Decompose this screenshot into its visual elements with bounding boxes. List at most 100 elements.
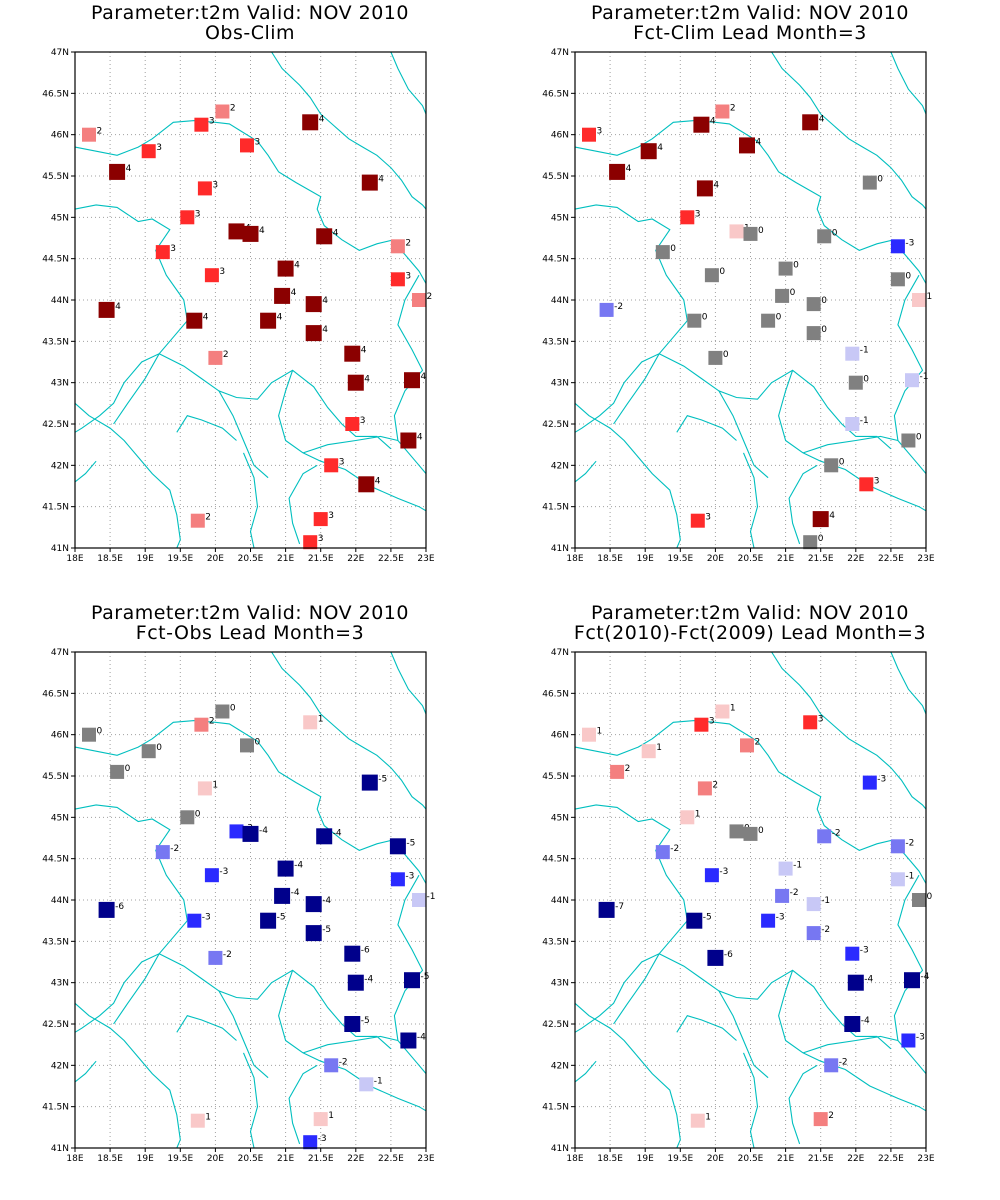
station-marker: [303, 535, 318, 550]
station-value-label: -4: [322, 896, 331, 906]
station-value-label: 3: [874, 476, 880, 486]
panel-subtitle: Obs-Clim: [204, 22, 296, 44]
y-tick-label: 46N: [551, 731, 569, 741]
station-marker: [390, 872, 405, 887]
station-value-label: -5: [703, 913, 712, 923]
y-tick-label: 45.5N: [542, 772, 569, 782]
station-value-label: 3: [339, 457, 345, 467]
station-marker: [847, 974, 864, 991]
station-value-label: 2: [405, 238, 411, 248]
station-marker: [655, 845, 670, 860]
station-value-label: 0: [670, 244, 676, 254]
station-marker: [715, 704, 730, 719]
station-marker: [194, 117, 209, 132]
station-markers: 1213123-32100-2-2-3-1-2-10-2-1-7-5-3-2-3…: [582, 704, 933, 1128]
station-value-label: 4: [294, 261, 300, 271]
station-marker: [803, 715, 818, 730]
station-value-label: -5: [322, 925, 331, 935]
x-tick-label: 18.5E: [597, 1154, 623, 1164]
station-marker: [640, 143, 657, 160]
station-marker: [901, 433, 916, 448]
station-value-label: 3: [705, 513, 711, 523]
x-tick-label: 21.5E: [308, 1154, 334, 1164]
station-marker: [180, 810, 195, 825]
x-tick-label: 18.5E: [97, 1154, 123, 1164]
y-tick-label: 44.5N: [542, 855, 569, 865]
station-value-label: -2: [832, 828, 841, 838]
station-marker: [274, 887, 291, 904]
station-marker: [400, 1032, 417, 1049]
station-marker: [680, 810, 695, 825]
station-value-label: -5: [421, 972, 430, 982]
station-value-label: 2: [712, 780, 718, 790]
station-value-label: 2: [205, 513, 211, 523]
x-tick-label: 23E: [917, 554, 934, 564]
y-tick-label: 42N: [51, 461, 69, 471]
station-marker: [215, 104, 230, 119]
station-value-label: -3: [719, 867, 728, 877]
station-value-label: 4: [421, 372, 427, 382]
station-marker: [208, 350, 223, 365]
y-tick-label: 45.5N: [542, 172, 569, 182]
panel-title: Parameter:t2m Valid: NOV 2010: [591, 2, 909, 24]
station-marker: [404, 972, 420, 989]
station-value-label: -3: [202, 913, 211, 923]
station-marker: [890, 272, 905, 287]
station-marker: [904, 972, 920, 989]
panel-title: Parameter:t2m Valid: NOV 2010: [591, 602, 909, 624]
x-tick-label: 18.5E: [597, 554, 623, 564]
station-marker: [715, 104, 730, 119]
station-marker: [186, 312, 203, 329]
panel-title: Parameter:t2m Valid: NOV 2010: [91, 2, 409, 24]
station-value-label: 3: [170, 244, 176, 254]
x-tick-label: 22.5E: [878, 554, 904, 564]
y-tick-label: 46.5N: [542, 689, 569, 699]
station-markers: 3444244043100000-30100-2000-100-1-100343…: [582, 104, 932, 550]
panel-obs-clim: Parameter:t2m Valid: NOV 2010 Obs-Clim 2…: [0, 0, 500, 600]
y-tick-label: 42.5N: [42, 1020, 69, 1030]
station-marker: [761, 913, 776, 928]
station-value-label: 2: [209, 717, 215, 727]
x-tick-label: 21E: [777, 1154, 794, 1164]
station-value-label: -3: [219, 867, 228, 877]
station-marker: [313, 1112, 328, 1127]
station-marker: [141, 144, 156, 159]
x-tick-label: 21.5E: [808, 1154, 834, 1164]
station-value-label: 4: [322, 325, 328, 335]
x-tick-label: 20.5E: [238, 554, 264, 564]
station-value-label: 2: [223, 350, 229, 360]
station-value-label: 3: [328, 511, 334, 521]
station-marker: [313, 512, 328, 527]
station-marker: [141, 744, 156, 759]
x-tick-label: 20E: [707, 1154, 724, 1164]
station-marker: [240, 738, 254, 753]
station-marker: [305, 925, 322, 942]
station-marker: [813, 1112, 828, 1127]
panel-fct-clim: Parameter:t2m Valid: NOV 2010 Fct-Clim L…: [500, 0, 1000, 600]
station-value-label: 4: [126, 164, 132, 174]
y-tick-label: 45.5N: [42, 772, 69, 782]
station-marker: [344, 345, 361, 362]
station-marker: [680, 210, 695, 225]
station-marker: [890, 839, 905, 854]
y-tick-label: 47N: [51, 648, 69, 658]
station-value-label: 4: [819, 114, 825, 124]
station-marker: [228, 223, 245, 240]
station-marker: [412, 893, 426, 907]
x-tick-label: 21E: [277, 554, 294, 564]
station-marker: [242, 225, 259, 242]
station-marker: [775, 288, 790, 303]
station-value-label: 4: [417, 433, 423, 443]
station-value-label: -3: [318, 1134, 327, 1144]
x-tick-label: 22E: [847, 1154, 864, 1164]
station-value-label: 0: [877, 175, 883, 185]
station-value-label: 3: [360, 416, 366, 426]
station-marker: [82, 727, 96, 742]
station-marker: [743, 826, 758, 841]
station-marker: [98, 901, 115, 918]
x-tick-label: 18E: [566, 1154, 583, 1164]
y-tick-label: 41.5N: [42, 503, 69, 513]
station-marker: [729, 824, 744, 839]
station-value-label: 2: [230, 104, 236, 114]
station-marker: [641, 744, 656, 759]
